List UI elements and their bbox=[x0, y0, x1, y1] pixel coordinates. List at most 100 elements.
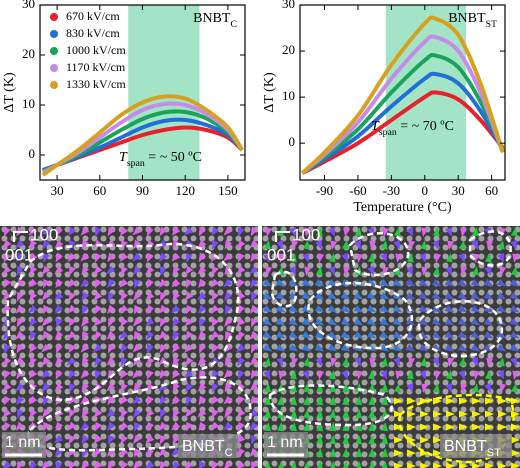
polarization-arrow bbox=[147, 369, 154, 380]
polarization-arrow bbox=[41, 317, 51, 327]
polarization-arrow bbox=[278, 370, 286, 380]
polarization-arrow bbox=[395, 253, 403, 263]
polarization-arrow bbox=[276, 357, 283, 367]
label-text: BNBTC bbox=[182, 438, 233, 459]
polarization-arrow bbox=[342, 383, 350, 393]
polarization-arrow bbox=[15, 330, 25, 340]
polarization-arrow bbox=[471, 383, 479, 393]
polarization-arrow bbox=[457, 304, 468, 313]
x-tick-label: 60 bbox=[485, 183, 498, 198]
polarization-arrow bbox=[303, 396, 311, 406]
polarization-arrow bbox=[470, 343, 481, 352]
polarization-arrow bbox=[171, 395, 181, 405]
polarization-arrow bbox=[355, 422, 363, 432]
polarization-arrow bbox=[80, 369, 90, 379]
x-tick-label: -60 bbox=[349, 183, 366, 198]
polarization-arrow bbox=[15, 239, 25, 249]
polarization-arrow bbox=[434, 370, 442, 380]
polarization-arrow bbox=[68, 226, 77, 237]
polarization-arrow bbox=[185, 382, 194, 393]
legend-label: 1330 kV/cm bbox=[66, 77, 126, 91]
polarization-arrow bbox=[43, 253, 50, 263]
polarization-arrow bbox=[341, 240, 349, 250]
polarization-arrow bbox=[67, 395, 77, 405]
polarization-arrow bbox=[314, 278, 325, 287]
polarization-arrow bbox=[106, 304, 116, 314]
polarization-arrow bbox=[314, 304, 325, 313]
polarization-arrow bbox=[278, 253, 286, 263]
polarization-arrow bbox=[405, 330, 416, 339]
polarization-arrow bbox=[106, 265, 116, 275]
polarization-arrow bbox=[158, 278, 168, 288]
polarization-arrow bbox=[368, 448, 376, 458]
polarization-arrow bbox=[444, 278, 455, 287]
subscript: ST bbox=[486, 19, 497, 30]
polarization-arrow bbox=[341, 370, 348, 380]
x-tick-label: 60 bbox=[93, 183, 106, 198]
polarization-arrow bbox=[237, 278, 245, 289]
polarization-arrow bbox=[380, 240, 388, 250]
x-tick-label: 30 bbox=[51, 183, 64, 198]
polarization-arrow bbox=[496, 330, 507, 339]
polarization-arrow bbox=[107, 421, 116, 432]
polarization-arrow bbox=[356, 253, 364, 263]
polarization-arrow bbox=[496, 291, 507, 300]
polarization-arrow bbox=[94, 421, 102, 432]
polarization-arrow bbox=[392, 317, 403, 326]
polarization-arrow bbox=[444, 291, 455, 300]
label-part: BNBT bbox=[182, 438, 225, 455]
polarization-arrow bbox=[158, 382, 168, 392]
polarization-arrow bbox=[250, 395, 258, 406]
polarization-arrow bbox=[238, 370, 245, 380]
polarization-arrow bbox=[433, 449, 442, 457]
polarization-arrow bbox=[42, 330, 51, 341]
polarization-arrow bbox=[275, 304, 286, 313]
polarization-arrow bbox=[379, 291, 390, 300]
polarization-arrow bbox=[470, 330, 481, 339]
polarization-arrow bbox=[264, 422, 272, 432]
polarization-arrow bbox=[483, 278, 494, 287]
polarization-arrow bbox=[250, 226, 258, 237]
polarization-arrow bbox=[69, 383, 76, 393]
polarization-arrow bbox=[484, 253, 492, 263]
polarization-arrow bbox=[275, 291, 286, 300]
polarization-arrow bbox=[185, 356, 194, 367]
polarization-arrow bbox=[419, 253, 426, 263]
polarization-arrow bbox=[368, 396, 376, 406]
polarization-arrow bbox=[249, 447, 258, 457]
polarization-arrow bbox=[94, 330, 103, 341]
polarization-arrow bbox=[340, 330, 351, 339]
polarization-arrow bbox=[316, 435, 324, 445]
polarization-arrow bbox=[314, 317, 325, 326]
polarization-arrow bbox=[510, 266, 518, 276]
polarization-arrow bbox=[407, 436, 416, 444]
subscript: C bbox=[230, 19, 237, 30]
label-part: = ~ 50 ºC bbox=[145, 150, 202, 165]
x-tick-label: -30 bbox=[383, 183, 400, 198]
polarization-arrow bbox=[119, 421, 129, 431]
polarization-arrow bbox=[236, 382, 246, 392]
polarization-arrow bbox=[120, 408, 128, 419]
polarization-arrow bbox=[408, 240, 416, 250]
polarization-arrow bbox=[459, 423, 468, 431]
polarization-arrow bbox=[471, 266, 479, 276]
polarization-arrow bbox=[197, 265, 207, 275]
polarization-arrow bbox=[251, 435, 258, 445]
polarization-arrow bbox=[420, 436, 429, 444]
polarization-arrow bbox=[329, 422, 337, 432]
polarization-arrow bbox=[119, 395, 129, 405]
polarization-arrow bbox=[289, 370, 297, 380]
polarization-arrow bbox=[499, 227, 507, 237]
polarization-arrow bbox=[380, 370, 387, 380]
polarization-arrow bbox=[225, 330, 232, 341]
y-tick-label: 10 bbox=[282, 88, 295, 103]
polarization-arrow bbox=[393, 240, 400, 250]
polarization-arrow bbox=[171, 252, 181, 262]
polarization-arrow bbox=[223, 369, 233, 379]
polarization-arrow bbox=[303, 383, 311, 393]
polarization-arrow bbox=[407, 449, 416, 457]
polarization-arrow bbox=[54, 330, 64, 340]
polarization-arrow bbox=[28, 369, 38, 379]
polarization-arrow bbox=[172, 265, 181, 276]
polarization-arrow bbox=[146, 252, 154, 263]
